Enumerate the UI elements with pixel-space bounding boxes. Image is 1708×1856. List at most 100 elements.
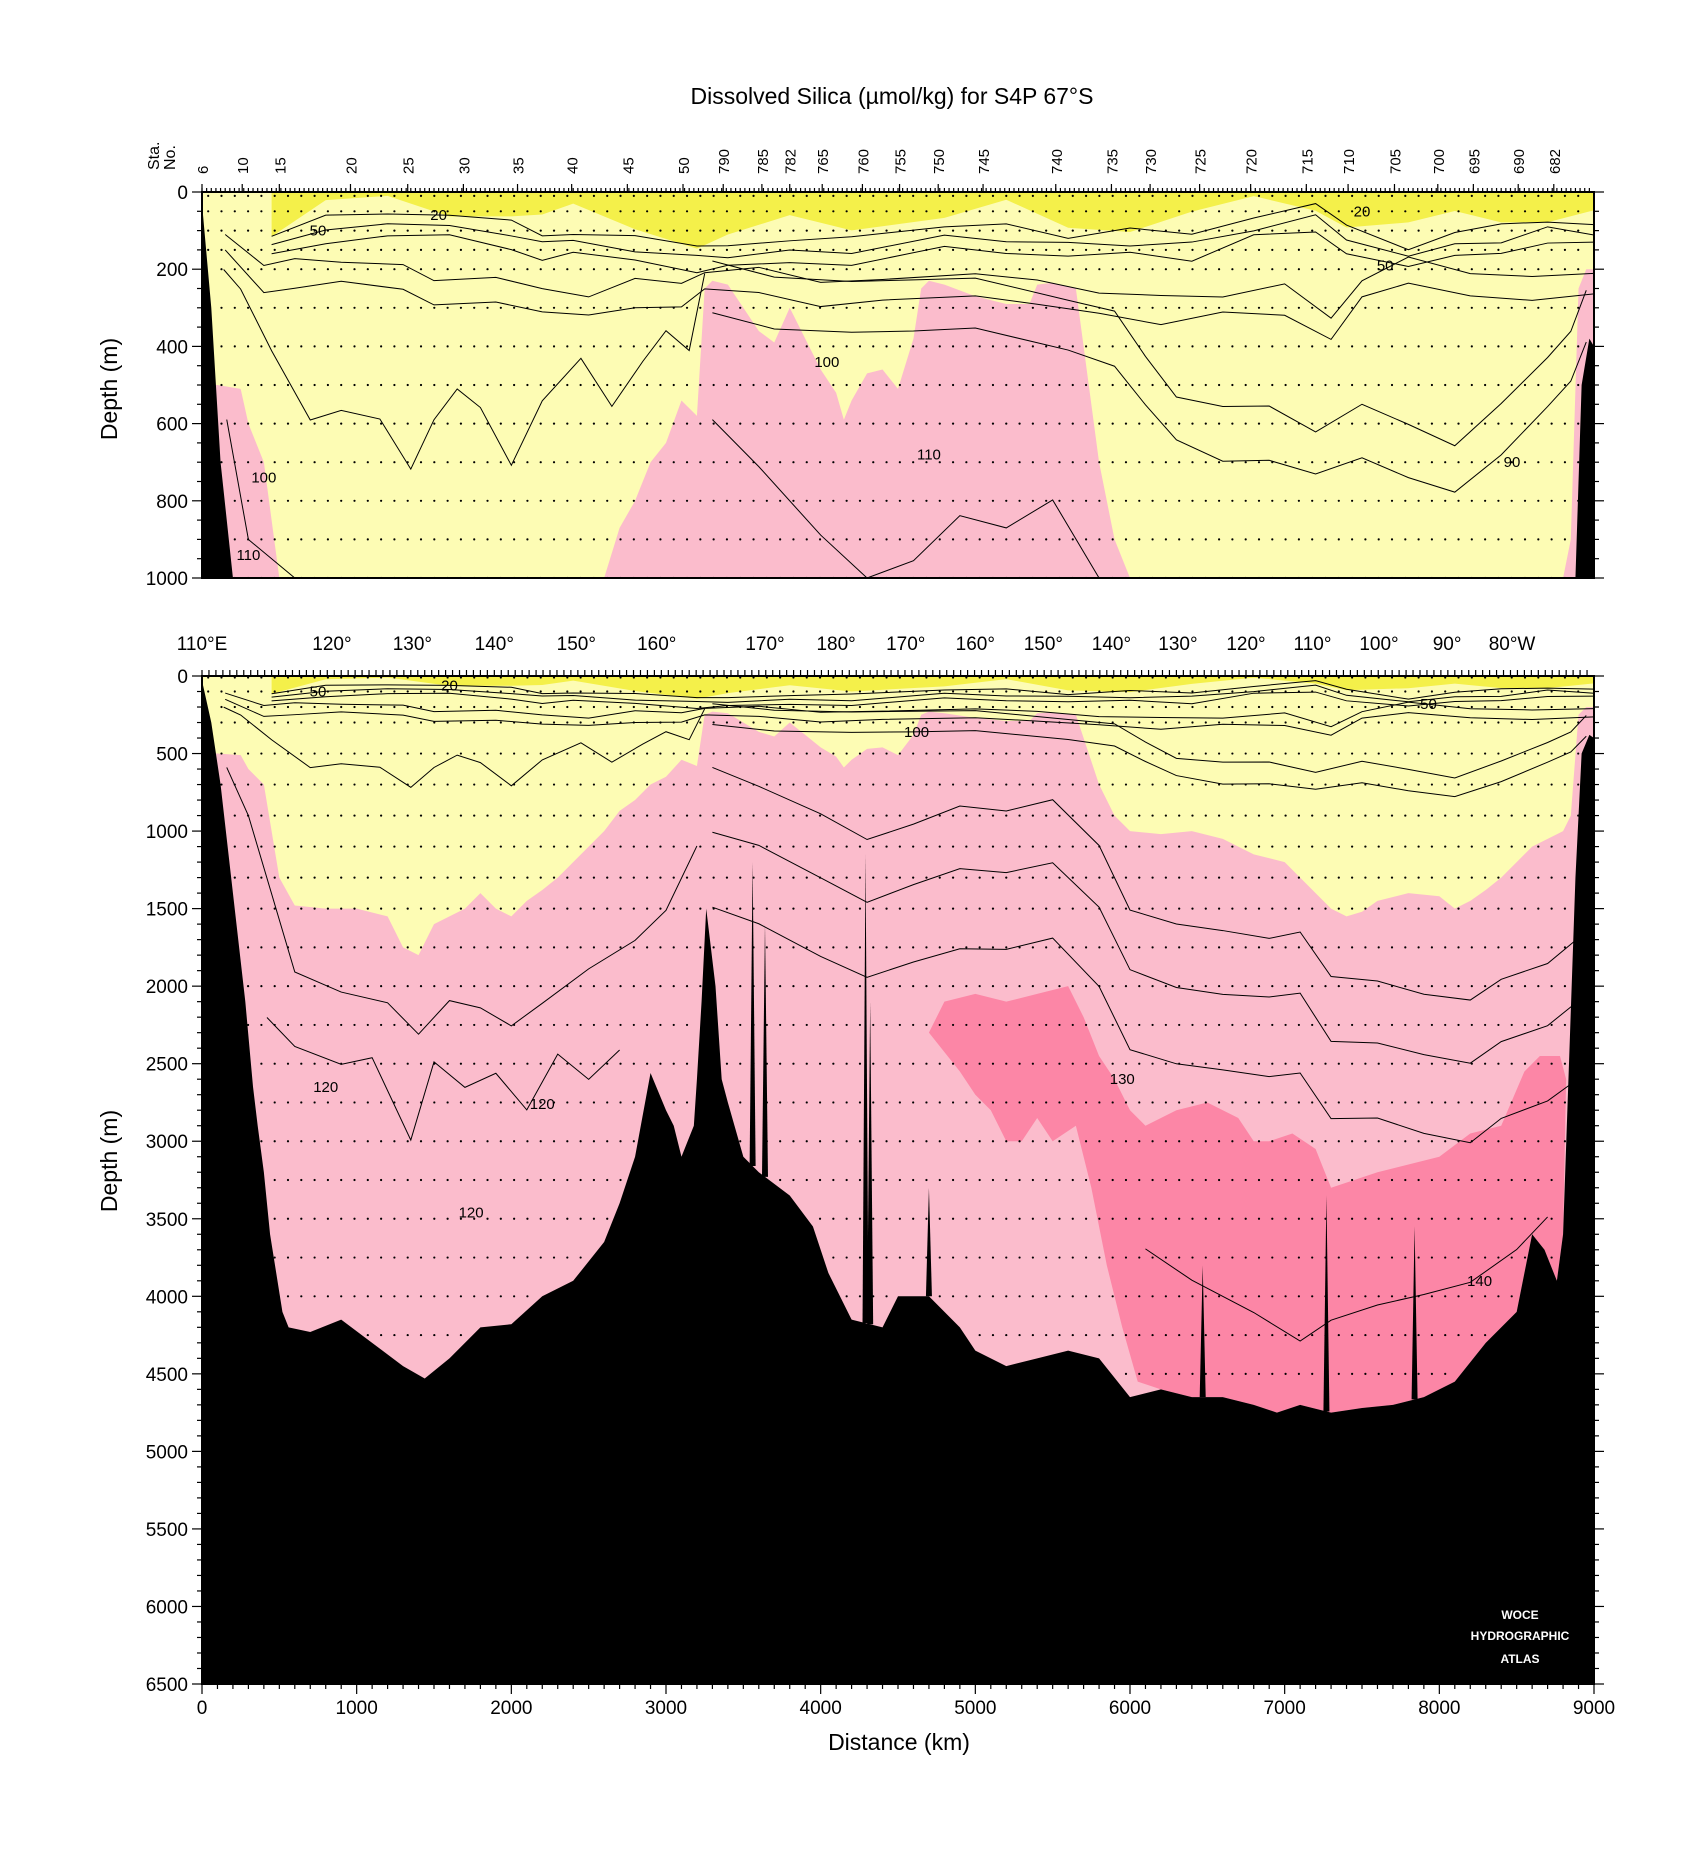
lower-ytick-label: 3000	[146, 1132, 188, 1153]
lower-contour-2	[223, 706, 706, 788]
station-tick-label: 740	[1049, 149, 1066, 174]
lower-contour-3	[712, 703, 1587, 779]
watermark-line-3: ATLAS	[1500, 1652, 1539, 1666]
lower-panel: 0500100015002000250030003500400045005000…	[146, 634, 1615, 1719]
x-tick-label: 1000	[336, 1698, 378, 1719]
station-tick-label: 15	[272, 157, 289, 174]
station-tick-label: 725	[1193, 149, 1210, 174]
upper-contour-extra-2	[224, 249, 1594, 341]
x-tick-label: 0	[197, 1698, 208, 1719]
x-tick-label: 6000	[1109, 1698, 1151, 1719]
lower-contour-1	[225, 692, 1594, 728]
lower-seamount-6	[1323, 1195, 1330, 1412]
x-tick-label: 4000	[800, 1698, 842, 1719]
station-tick-label: 720	[1244, 149, 1261, 174]
station-tick-label: 25	[401, 157, 418, 174]
station-tick-label: 745	[976, 149, 993, 174]
upper-ytick-label: 600	[156, 415, 188, 436]
contour-label: 100	[904, 724, 929, 741]
longitude-tick-label: 110°E	[177, 634, 228, 655]
lower-contour-extra-1	[271, 691, 1594, 709]
station-tick-label: 710	[1341, 149, 1358, 174]
x-tick-label: 5000	[954, 1698, 996, 1719]
watermark-line-1: WOCE	[1501, 1608, 1538, 1622]
station-tick-label: 690	[1511, 149, 1528, 174]
lower-ytick-label: 500	[156, 745, 188, 766]
lower-ytick-label: 5500	[146, 1520, 188, 1541]
lower-ytick-label: 6500	[146, 1675, 188, 1696]
station-tick-label: 10	[235, 157, 252, 174]
lower-contour-5	[712, 766, 1579, 1001]
upper-ytick-label: 400	[156, 337, 188, 358]
longitude-tick-label: 140°	[1092, 634, 1131, 655]
lower-ytick-label: 1000	[146, 822, 188, 843]
x-tick-label: 2000	[490, 1698, 532, 1719]
station-tick-label: 750	[931, 149, 948, 174]
contour-label: 120	[530, 1096, 555, 1113]
lower-ytick-label: 2000	[146, 977, 188, 998]
lower-seamount-4	[925, 1187, 932, 1297]
station-axis-label-1: Sta.	[146, 142, 163, 170]
station-tick-label: 735	[1104, 149, 1121, 174]
lower-y-axis-title: Depth (m)	[96, 1110, 122, 1212]
station-tick-label: 730	[1143, 149, 1160, 174]
upper-sample-dots	[207, 194, 1580, 578]
station-tick-label: 682	[1547, 149, 1564, 174]
x-tick-label: 7000	[1264, 1698, 1306, 1719]
lower-sample-dots	[207, 676, 1580, 1375]
longitude-tick-label: 100°	[1359, 634, 1398, 655]
upper-ytick-label: 200	[156, 260, 188, 281]
lower-contour-extra-4	[712, 831, 1579, 1064]
upper-band-lt50	[271, 192, 1594, 249]
contour-label: 110	[917, 446, 941, 463]
longitude-tick-label: 130°	[393, 634, 432, 655]
longitude-tick-label: 160°	[956, 634, 995, 655]
upper-plot-area	[202, 192, 1594, 578]
lower-plot-area	[202, 676, 1594, 1684]
lower-contour-extra-3	[712, 724, 1587, 798]
contour-label: 50	[310, 684, 327, 701]
watermark-line-2: HYDROGRAPHIC	[1471, 1629, 1570, 1643]
station-tick-label: 45	[620, 157, 637, 174]
x-tick-label: 9000	[1573, 1698, 1615, 1719]
contour-label: 120	[459, 1205, 484, 1222]
longitude-tick-label: 120°	[312, 634, 351, 655]
lower-ytick-label: 2500	[146, 1055, 188, 1076]
lower-seafloor	[202, 680, 1594, 1684]
upper-contour-1	[224, 234, 1594, 319]
upper-ytick-label: 1000	[146, 569, 188, 590]
lower-seamount-1	[761, 924, 768, 1177]
upper-contour-2	[223, 269, 706, 471]
station-tick-label: 765	[815, 149, 832, 174]
contour-label: 130	[1110, 1071, 1135, 1088]
upper-ytick-label: 800	[156, 492, 188, 513]
x-tick-label: 3000	[645, 1698, 687, 1719]
longitude-tick-label: 130°	[1158, 634, 1197, 655]
chart-title: Dissolved Silica (µmol/kg) for S4P 67°S	[691, 83, 1094, 109]
contour-label: 110	[236, 547, 260, 564]
upper-contour-0	[271, 214, 1594, 259]
lower-ytick-label: 4000	[146, 1287, 188, 1308]
woce-watermark: WOCE HYDROGRAPHIC ATLAS	[1471, 1608, 1570, 1666]
x-axis-title: Distance (km)	[828, 1729, 970, 1755]
upper-ytick-label: 0	[177, 183, 188, 204]
x-tick-label: 8000	[1418, 1698, 1460, 1719]
lower-ytick-label: 5000	[146, 1442, 188, 1463]
longitude-tick-label: 140°	[475, 634, 514, 655]
contour-label: 20	[441, 677, 458, 694]
lower-ytick-label: 0	[177, 667, 188, 688]
station-tick-label: 35	[511, 157, 528, 174]
station-tick-label: 705	[1387, 149, 1404, 174]
upper-y-axis-title: Depth (m)	[96, 338, 122, 440]
station-tick-label: 782	[783, 149, 800, 174]
lower-contour-7	[1145, 1216, 1548, 1342]
contour-label: 50	[1377, 257, 1394, 274]
lower-band-gt130	[928, 986, 1567, 1413]
station-tick-label: 785	[755, 149, 772, 174]
longitude-tick-label: 120°	[1226, 634, 1265, 655]
longitude-tick-label: 170°	[745, 634, 784, 655]
lower-seamount-2	[862, 854, 869, 1324]
contour-label: 120	[313, 1079, 338, 1096]
station-tick-label: 715	[1299, 149, 1316, 174]
lower-ytick-label: 1500	[146, 900, 188, 921]
